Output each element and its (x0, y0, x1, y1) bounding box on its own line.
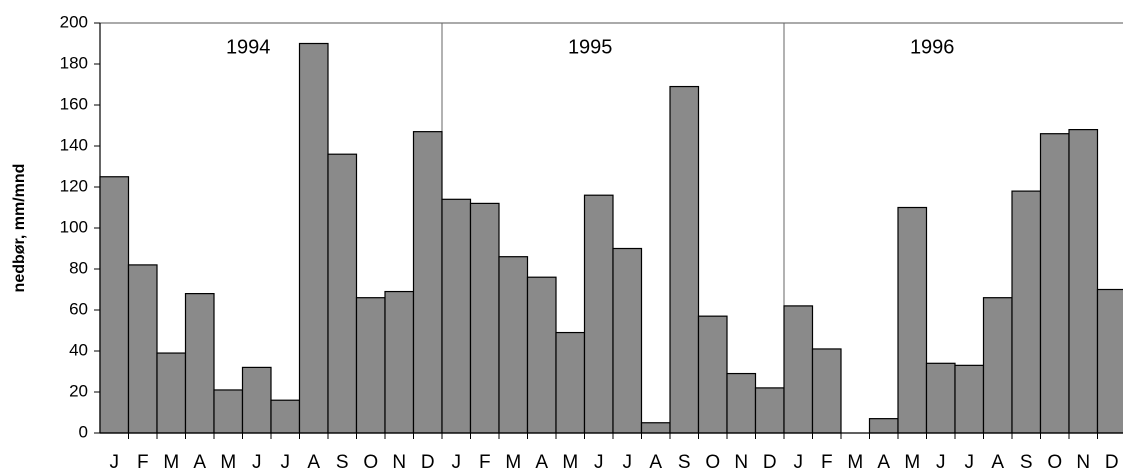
bar (1011, 190, 1042, 434)
year-label: 1994 (226, 36, 271, 58)
x-tick-label: J (623, 452, 633, 473)
bar (555, 331, 586, 434)
x-tick-label: O (705, 452, 720, 473)
x-tick-label: F (479, 452, 491, 473)
year-label: 1996 (910, 36, 955, 58)
x-tick-label: N (1076, 452, 1090, 473)
x-tick-label: N (392, 452, 406, 473)
x-tick-label: J (281, 452, 291, 473)
x-tick-label: F (821, 452, 833, 473)
bar (612, 247, 643, 434)
y-tick-label: 80 (69, 258, 88, 277)
y-tick-label: 60 (69, 299, 88, 318)
bar (184, 293, 215, 434)
bar (526, 276, 557, 434)
bar (412, 131, 443, 434)
bar (697, 315, 728, 434)
x-tick-label: M (220, 452, 236, 473)
bar (355, 297, 386, 434)
y-tick-label: 180 (60, 53, 88, 72)
bar (897, 206, 928, 434)
x-tick-label: M (847, 452, 863, 473)
bar (982, 297, 1013, 434)
y-tick-label: 0 (79, 422, 88, 441)
x-tick-label: J (110, 452, 120, 473)
x-tick-label: J (794, 452, 804, 473)
bar (127, 264, 158, 434)
x-tick-label: S (678, 452, 691, 473)
bar (1039, 133, 1070, 434)
bar (241, 366, 272, 434)
x-tick-label: J (452, 452, 462, 473)
y-tick-label: 200 (60, 12, 88, 31)
bar (469, 202, 500, 434)
bar (1096, 288, 1123, 434)
x-tick-label: A (535, 452, 548, 473)
x-tick-label: M (505, 452, 521, 473)
bar (811, 348, 842, 434)
x-tick-label: O (363, 452, 378, 473)
bar (868, 418, 899, 434)
x-tick-label: S (1020, 452, 1033, 473)
bar (384, 290, 415, 434)
x-tick-label: A (991, 452, 1004, 473)
x-tick-label: A (307, 452, 320, 473)
x-tick-label: J (594, 452, 604, 473)
bar (156, 352, 187, 434)
x-tick-label: S (336, 452, 349, 473)
x-tick-label: J (965, 452, 975, 473)
x-tick-label: D (763, 452, 777, 473)
bar (783, 305, 814, 434)
x-tick-label: D (1105, 452, 1119, 473)
bar (327, 153, 358, 434)
y-tick-label: 20 (69, 381, 88, 400)
bar (298, 42, 329, 434)
x-tick-label: A (193, 452, 206, 473)
bar (99, 176, 130, 434)
bar (213, 389, 244, 434)
bar (441, 198, 472, 434)
x-tick-label: O (1047, 452, 1062, 473)
bar (754, 387, 785, 434)
y-tick-label: 40 (69, 340, 88, 359)
bar (669, 85, 700, 434)
y-tick-label: 120 (60, 176, 88, 195)
year-label: 1995 (568, 36, 613, 58)
x-tick-label: D (421, 452, 435, 473)
x-tick-label: A (877, 452, 890, 473)
bar (270, 399, 301, 434)
y-tick-label: 160 (60, 94, 88, 113)
bar (954, 364, 985, 434)
x-tick-label: A (649, 452, 662, 473)
bar (726, 372, 757, 434)
x-tick-label: N (734, 452, 748, 473)
y-tick-label: 140 (60, 135, 88, 154)
x-tick-label: M (562, 452, 578, 473)
x-tick-label: M (163, 452, 179, 473)
x-tick-label: J (936, 452, 946, 473)
x-tick-label: M (904, 452, 920, 473)
bar (498, 256, 529, 434)
bar (1068, 129, 1099, 434)
y-tick-label: 100 (60, 217, 88, 236)
x-tick-label: J (252, 452, 262, 473)
x-tick-label: F (137, 452, 149, 473)
bar (640, 422, 671, 434)
bar (583, 194, 614, 434)
y-axis-label: nedbør, mm/mnd (11, 164, 28, 293)
bar (925, 362, 956, 434)
